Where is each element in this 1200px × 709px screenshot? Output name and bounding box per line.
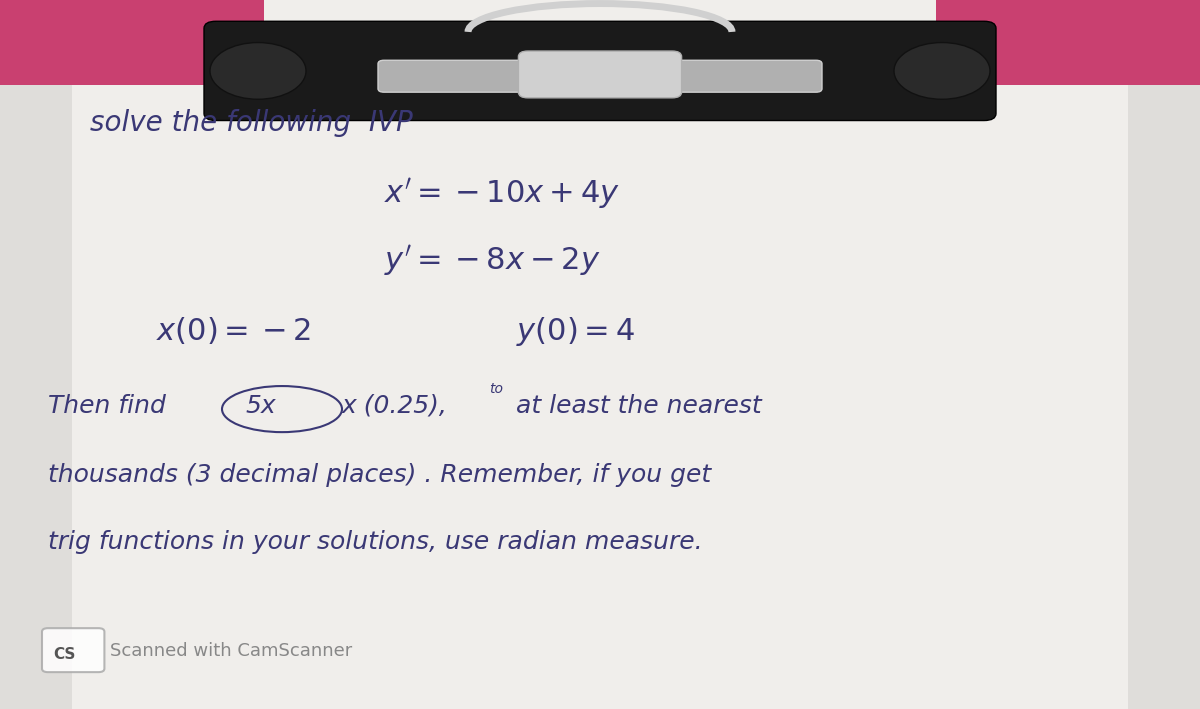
FancyBboxPatch shape — [518, 51, 682, 98]
FancyBboxPatch shape — [378, 60, 822, 92]
Circle shape — [894, 43, 990, 99]
Text: to: to — [490, 381, 504, 396]
Text: $y' = -8x - 2y$: $y' = -8x - 2y$ — [384, 243, 600, 278]
FancyBboxPatch shape — [0, 0, 72, 709]
FancyBboxPatch shape — [1128, 0, 1200, 709]
Text: solve the following  IVP: solve the following IVP — [90, 109, 413, 137]
Text: $x(0) = -2$: $x(0) = -2$ — [156, 316, 311, 346]
Polygon shape — [0, 0, 264, 85]
Text: trig functions in your solutions, use radian measure.: trig functions in your solutions, use ra… — [48, 530, 703, 554]
FancyBboxPatch shape — [42, 628, 104, 672]
Circle shape — [210, 43, 306, 99]
Text: $x' = -10x + 4y$: $x' = -10x + 4y$ — [384, 176, 620, 211]
FancyBboxPatch shape — [204, 21, 996, 121]
Text: x (0.25),: x (0.25), — [342, 393, 448, 418]
Text: Scanned with CamScanner: Scanned with CamScanner — [110, 642, 353, 660]
Text: CS: CS — [53, 647, 76, 662]
Text: 5x: 5x — [246, 393, 277, 418]
Text: at least the nearest: at least the nearest — [516, 393, 762, 418]
Text: thousands (3 decimal places) . Remember, if you get: thousands (3 decimal places) . Remember,… — [48, 463, 712, 487]
Polygon shape — [936, 0, 1200, 85]
Text: $y(0) = 4$: $y(0) = 4$ — [516, 316, 635, 348]
Text: Then find: Then find — [48, 393, 166, 418]
